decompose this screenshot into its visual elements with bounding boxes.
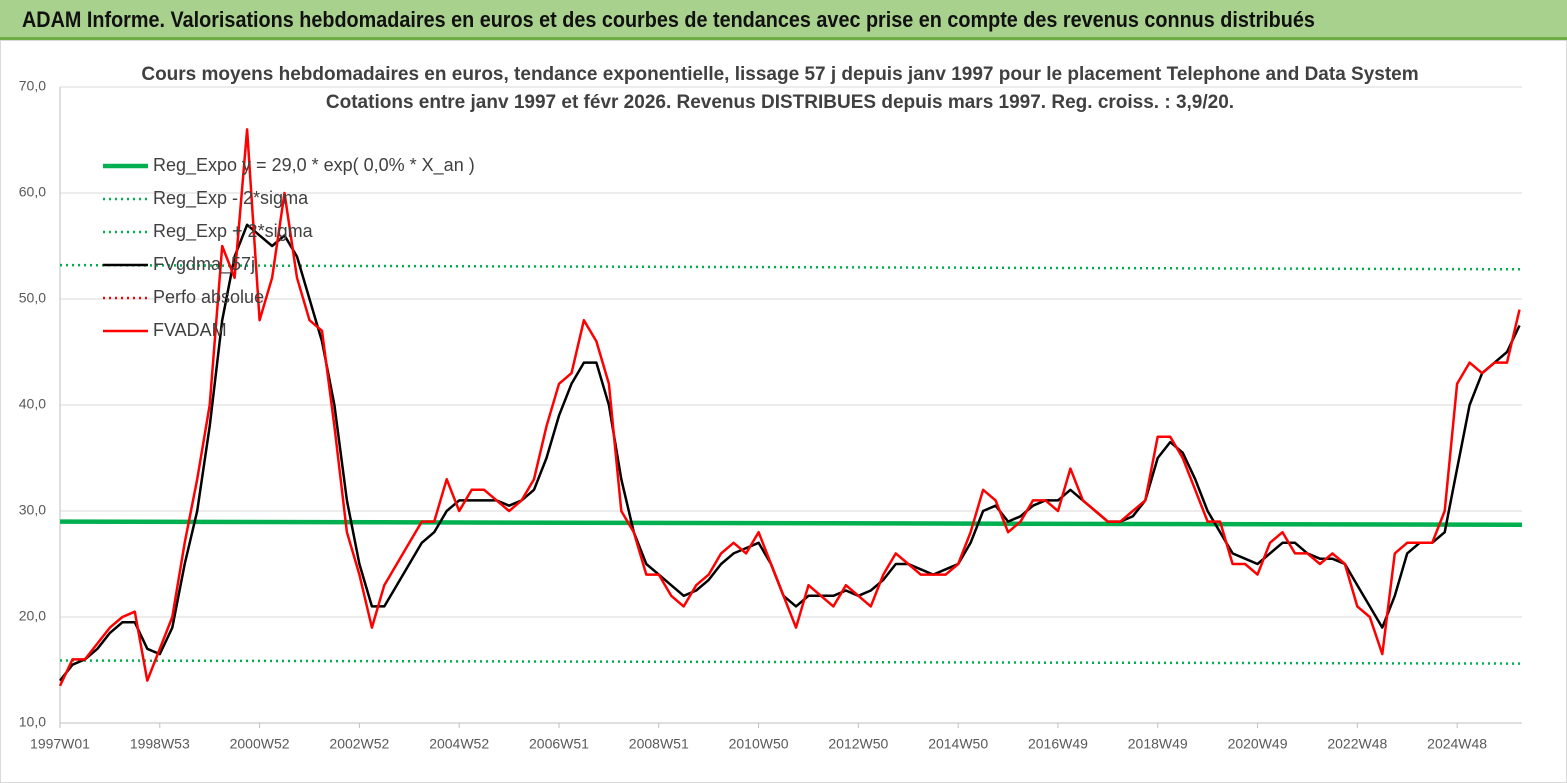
x-tick-label: 2024W48	[1427, 736, 1487, 752]
series-line	[59, 263, 1523, 271]
x-tick-label: 2008W51	[629, 736, 689, 752]
chart: Cours moyens hebdomadaires en euros, ten…	[0, 40, 1567, 783]
x-tick-label: 1997W01	[30, 736, 90, 752]
x-tick-label: 2016W49	[1028, 736, 1088, 752]
y-tick-label: 60,0	[19, 184, 46, 200]
legend-label: Reg_Expo y = 29,0 * exp( 0,0% * X_an )	[153, 155, 475, 176]
x-tick-label: 2000W52	[230, 736, 290, 752]
series-line	[59, 519, 1523, 528]
x-tick-label: 1998W53	[130, 736, 190, 752]
series-line	[58, 128, 1521, 687]
y-tick-label: 40,0	[19, 396, 46, 412]
series-line	[59, 223, 1521, 682]
legend-label: Perfo absolue	[153, 287, 264, 307]
chart-frame	[0, 40, 1567, 783]
x-tick-label: 2012W50	[828, 736, 888, 752]
chart-title: Cours moyens hebdomadaires en euros, ten…	[141, 64, 1418, 85]
y-tick-label: 20,0	[19, 608, 46, 624]
legend-label: Reg_Exp + 2*sigma	[153, 221, 314, 242]
y-tick-label: 30,0	[19, 502, 46, 518]
legend-label: FVADAM	[153, 320, 227, 340]
x-tick-label: 2018W49	[1128, 736, 1188, 752]
legend-label: Reg_Exp - 2*sigma	[153, 188, 309, 209]
series-line	[59, 659, 1523, 665]
x-tick-label: 2002W52	[329, 736, 389, 752]
header: ADAM Informe. Valorisations hebdomadaire…	[0, 0, 1567, 40]
y-tick-label: 10,0	[19, 714, 46, 730]
chart-subtitle: Cotations entre janv 1997 et févr 2026. …	[326, 92, 1234, 113]
y-tick-label: 70,0	[19, 78, 46, 94]
header-title: ADAM Informe. Valorisations hebdomadaire…	[22, 7, 1315, 32]
y-tick-label: 50,0	[19, 290, 46, 306]
legend-label: FVgdma_57j	[153, 254, 255, 275]
x-tick-label: 2022W48	[1327, 736, 1387, 752]
x-tick-label: 2020W49	[1228, 736, 1288, 752]
x-tick-label: 2014W50	[928, 736, 988, 752]
x-tick-label: 2006W51	[529, 736, 589, 752]
x-tick-label: 2010W50	[729, 736, 789, 752]
x-tick-label: 2004W52	[429, 736, 489, 752]
